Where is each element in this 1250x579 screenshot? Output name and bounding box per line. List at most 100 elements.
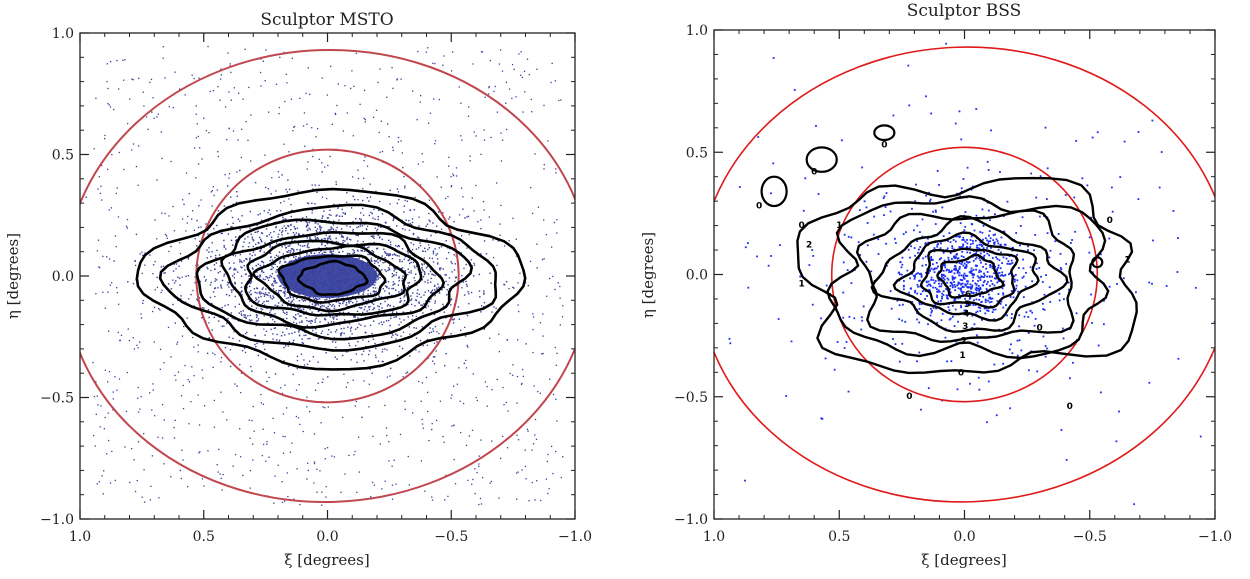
star-point <box>352 295 354 298</box>
star-point <box>323 253 326 256</box>
star-point <box>432 360 434 362</box>
star-point <box>362 299 364 302</box>
star-point <box>978 288 981 290</box>
star-point <box>377 360 380 362</box>
star-point <box>284 334 286 336</box>
star-point <box>287 224 289 227</box>
star-point <box>948 309 951 312</box>
star-point <box>292 296 294 299</box>
star-point <box>348 259 350 261</box>
star-point <box>960 255 963 258</box>
star-point <box>857 241 860 244</box>
star-point <box>950 282 953 285</box>
star-point <box>343 258 346 260</box>
star-point <box>213 264 216 266</box>
star-point <box>176 343 178 345</box>
star-point <box>931 263 934 266</box>
star-point <box>364 300 367 302</box>
star-point <box>417 50 419 53</box>
star-point <box>1059 252 1062 255</box>
star-point <box>142 91 144 93</box>
star-point <box>308 320 310 323</box>
star-point <box>257 275 259 278</box>
star-point <box>215 257 217 259</box>
star-point <box>347 382 349 384</box>
star-point <box>971 279 974 282</box>
star-point <box>978 247 981 250</box>
star-point <box>434 313 436 316</box>
star-point <box>388 264 391 267</box>
star-point <box>253 288 256 290</box>
star-point <box>951 277 954 279</box>
star-point <box>402 275 404 277</box>
star-point <box>179 284 181 286</box>
star-point <box>427 248 429 251</box>
star-point <box>193 305 195 307</box>
star-point <box>951 247 954 250</box>
star-point <box>345 302 348 304</box>
star-point <box>263 300 265 303</box>
star-point <box>990 279 993 282</box>
star-point <box>435 225 438 227</box>
star-point <box>342 259 344 261</box>
star-point <box>232 465 234 467</box>
star-point <box>170 245 172 248</box>
star-point <box>173 437 176 439</box>
star-point <box>343 300 345 302</box>
star-point <box>294 264 297 266</box>
star-point <box>335 329 338 331</box>
star-point <box>971 326 974 329</box>
star-point <box>271 239 273 241</box>
star-point <box>394 254 397 256</box>
star-point <box>996 269 999 272</box>
star-point <box>321 171 323 173</box>
star-point <box>231 226 233 228</box>
star-point <box>945 42 948 45</box>
star-point <box>288 341 290 343</box>
star-point <box>965 263 968 266</box>
star-point <box>948 232 951 235</box>
star-point <box>256 298 258 301</box>
star-point <box>376 248 378 250</box>
star-point <box>306 222 308 224</box>
star-point <box>517 304 519 306</box>
star-point <box>497 240 500 242</box>
star-point <box>97 239 100 241</box>
star-point <box>532 212 534 215</box>
star-point <box>206 352 209 355</box>
star-point <box>362 297 364 300</box>
star-point <box>971 223 974 226</box>
star-point <box>197 226 200 229</box>
star-point <box>116 292 118 294</box>
star-point <box>226 419 228 421</box>
star-point <box>291 248 294 250</box>
star-point <box>256 224 258 227</box>
star-point <box>323 251 325 253</box>
star-point <box>918 351 921 354</box>
star-point <box>920 275 923 278</box>
star-point <box>933 282 936 284</box>
star-point <box>284 261 287 263</box>
star-point <box>424 272 426 274</box>
star-point <box>462 281 465 283</box>
star-point <box>373 284 376 286</box>
star-point <box>489 272 491 274</box>
star-point <box>352 252 354 255</box>
star-point <box>107 381 109 383</box>
star-point <box>371 249 373 252</box>
star-point <box>361 353 363 356</box>
star-point <box>997 242 1000 245</box>
star-point <box>229 65 231 67</box>
star-point <box>386 123 389 125</box>
star-point <box>172 303 174 306</box>
star-point <box>952 276 955 279</box>
star-point <box>305 220 307 222</box>
star-point <box>217 320 220 322</box>
star-point <box>224 106 227 108</box>
star-point <box>131 78 133 80</box>
star-point <box>363 289 366 291</box>
star-point <box>327 164 329 167</box>
star-point <box>308 279 311 281</box>
x-tick-label: 0.5 <box>193 529 215 545</box>
star-point <box>234 383 236 385</box>
